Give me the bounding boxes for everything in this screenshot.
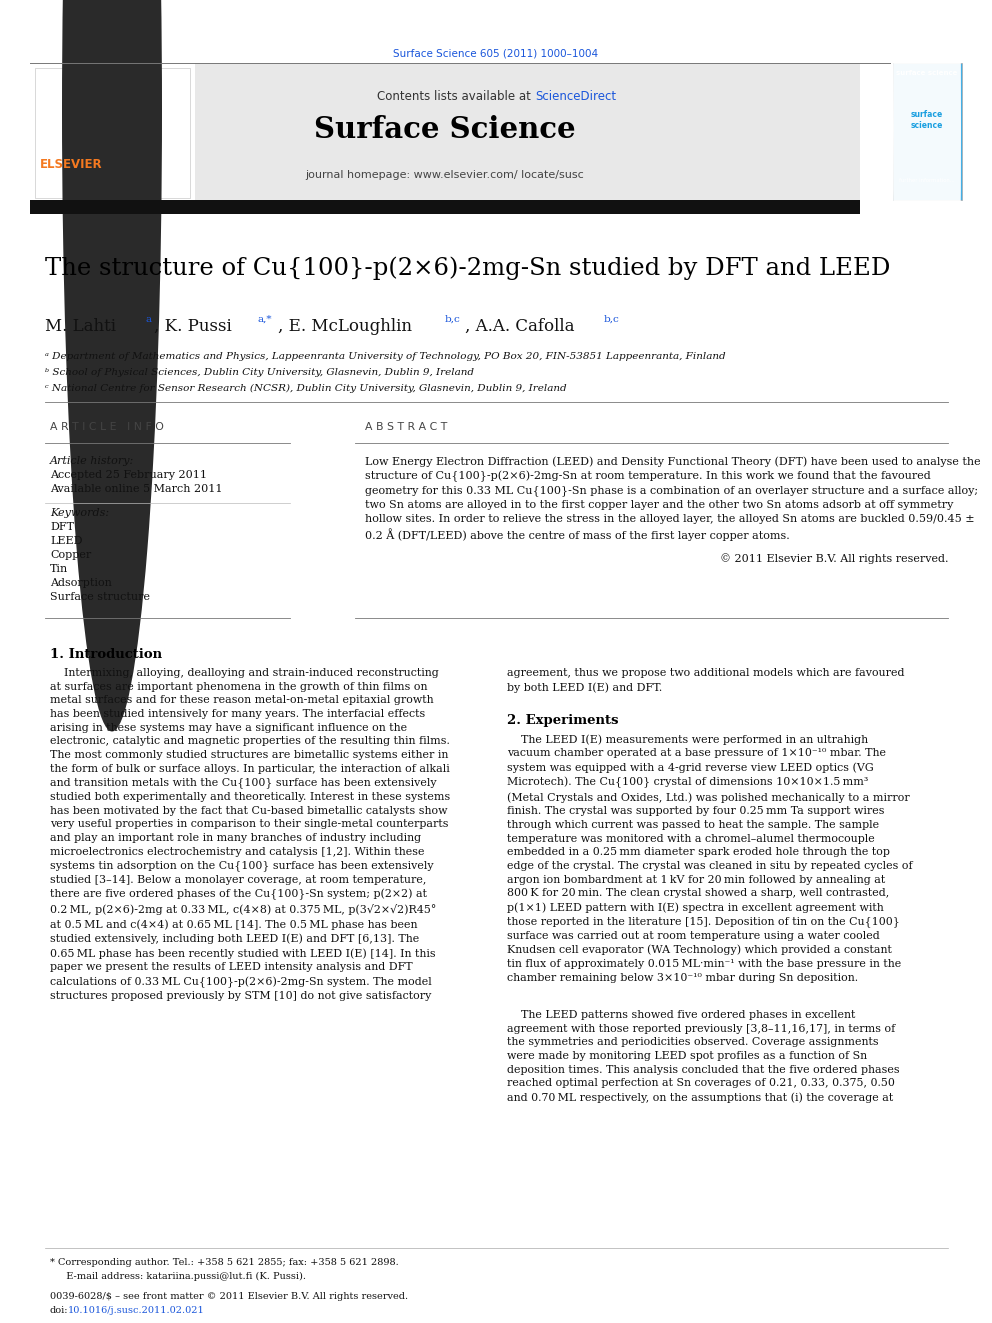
Text: Article history:: Article history:: [50, 456, 134, 466]
Ellipse shape: [62, 0, 162, 732]
Bar: [30, 200, 860, 214]
Text: 10.1016/j.susc.2011.02.021: 10.1016/j.susc.2011.02.021: [68, 1306, 204, 1315]
Text: © 2011 Elsevier B.V. All rights reserved.: © 2011 Elsevier B.V. All rights reserved…: [719, 553, 948, 564]
Bar: [893, 64, 962, 200]
Text: journal homepage: www.elsevier.com/ locate/susc: journal homepage: www.elsevier.com/ loca…: [306, 169, 584, 180]
Text: ᵃ Department of Mathematics and Physics, Lappeenranta University of Technology, : ᵃ Department of Mathematics and Physics,…: [45, 352, 725, 361]
Text: DFT: DFT: [50, 523, 74, 532]
Text: A B S T R A C T: A B S T R A C T: [365, 422, 447, 433]
Text: a: a: [145, 315, 151, 324]
Text: * Corresponding author. Tel.: +358 5 621 2855; fax: +358 5 621 2898.: * Corresponding author. Tel.: +358 5 621…: [50, 1258, 399, 1267]
Text: a,*: a,*: [258, 315, 273, 324]
Text: , K. Pussi: , K. Pussi: [154, 318, 232, 335]
Text: hollow sites. In order to relieve the stress in the alloyed layer, the alloyed S: hollow sites. In order to relieve the st…: [365, 515, 974, 524]
Text: M. Lahti: M. Lahti: [45, 318, 116, 335]
Text: structure of Cu{100}-p(2×6)-2mg-Sn at room temperature. In this work we found th: structure of Cu{100}-p(2×6)-2mg-Sn at ro…: [365, 471, 930, 482]
Text: The LEED I(E) measurements were performed in an ultrahigh
vacuum chamber operate: The LEED I(E) measurements were performe…: [507, 734, 913, 983]
Bar: [105, 0, 119, 148]
Text: 2. Experiments: 2. Experiments: [507, 714, 618, 728]
Text: Low Energy Electron Diffraction (LEED) and Density Functional Theory (DFT) have : Low Energy Electron Diffraction (LEED) a…: [365, 456, 981, 467]
Text: Keywords:: Keywords:: [50, 508, 109, 519]
Text: Copper: Copper: [50, 550, 91, 560]
Text: Surface Science: Surface Science: [314, 115, 575, 144]
Text: ScienceDirect: ScienceDirect: [535, 90, 616, 103]
Text: b,c: b,c: [604, 315, 620, 324]
Text: 0039-6028/$ – see front matter © 2011 Elsevier B.V. All rights reserved.: 0039-6028/$ – see front matter © 2011 El…: [50, 1293, 408, 1301]
Text: surface
science: surface science: [911, 110, 943, 130]
Text: 0.2 Å (DFT/LEED) above the centre of mass of the first layer copper atoms.: 0.2 Å (DFT/LEED) above the centre of mas…: [365, 528, 790, 541]
Text: ᵇ School of Physical Sciences, Dublin City University, Glasnevin, Dublin 9, Irel: ᵇ School of Physical Sciences, Dublin Ci…: [45, 368, 474, 377]
Text: Tin: Tin: [50, 564, 68, 574]
Text: E-mail address: katariina.pussi@lut.fi (K. Pussi).: E-mail address: katariina.pussi@lut.fi (…: [60, 1271, 306, 1281]
Text: Adsorption: Adsorption: [50, 578, 112, 587]
Text: two Sn atoms are alloyed in to the first copper layer and the other two Sn atoms: two Sn atoms are alloyed in to the first…: [365, 500, 953, 509]
Text: The structure of Cu{100}-p(2×6)-2mg-Sn studied by DFT and LEED: The structure of Cu{100}-p(2×6)-2mg-Sn s…: [45, 255, 891, 279]
Text: Contents lists available at: Contents lists available at: [377, 90, 535, 103]
Text: Available online 5 March 2011: Available online 5 March 2011: [50, 484, 222, 493]
Bar: [30, 64, 195, 200]
Bar: [30, 64, 860, 200]
Text: ᶜ National Centre for Sensor Research (NCSR), Dublin City University, Glasnevin,: ᶜ National Centre for Sensor Research (N…: [45, 384, 566, 393]
Text: doi:: doi:: [50, 1306, 68, 1315]
Text: agreement, thus we propose two additional models which are favoured
by both LEED: agreement, thus we propose two additiona…: [507, 668, 905, 692]
Text: LEED: LEED: [50, 536, 82, 546]
Ellipse shape: [893, 0, 961, 754]
Text: b,c: b,c: [445, 315, 460, 324]
Text: , E. McLoughlin: , E. McLoughlin: [278, 318, 412, 335]
Text: Surface Science 605 (2011) 1000–1004: Surface Science 605 (2011) 1000–1004: [394, 48, 598, 58]
Text: , A.A. Cafolla: , A.A. Cafolla: [465, 318, 574, 335]
Text: geometry for this 0.33 ML Cu{100}-Sn phase is a combination of an overlayer stru: geometry for this 0.33 ML Cu{100}-Sn pha…: [365, 486, 978, 496]
Bar: [35, 67, 190, 198]
Text: Accepted 25 February 2011: Accepted 25 February 2011: [50, 470, 207, 480]
Text: 1. Introduction: 1. Introduction: [50, 648, 162, 662]
Text: Surface structure: Surface structure: [50, 591, 150, 602]
Text: ELSEVIER: ELSEVIER: [40, 157, 102, 171]
Text: A R T I C L E   I N F O: A R T I C L E I N F O: [50, 422, 164, 433]
Text: The LEED patterns showed five ordered phases in excellent
agreement with those r: The LEED patterns showed five ordered ph…: [507, 1009, 900, 1103]
Text: further information...: further information...: [899, 179, 955, 183]
Text: Intermixing, alloying, dealloying and strain-induced reconstructing
at surfaces : Intermixing, alloying, dealloying and st…: [50, 668, 450, 1002]
Text: surface science: surface science: [897, 70, 957, 75]
